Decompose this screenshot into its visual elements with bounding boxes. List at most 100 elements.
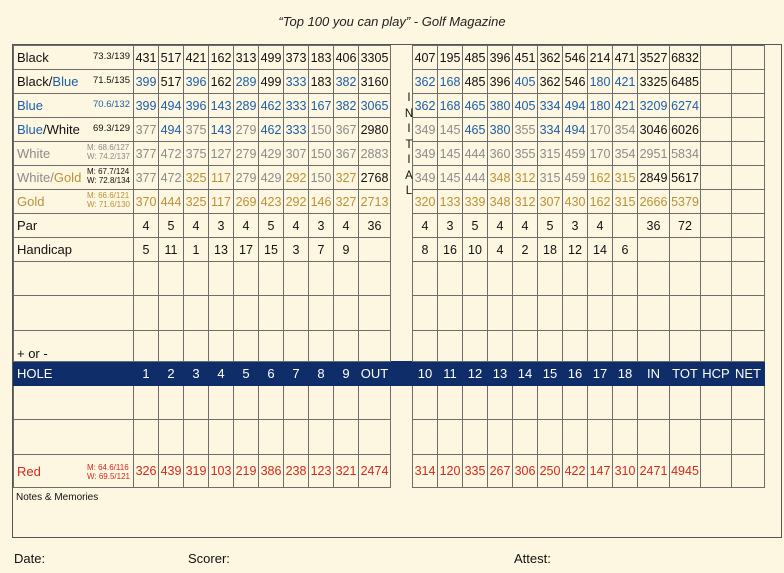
- score-cell[interactable]: [487, 295, 513, 331]
- score-cell[interactable]: [183, 330, 209, 362]
- score-hcp[interactable]: [700, 261, 732, 296]
- score-total[interactable]: [669, 295, 701, 331]
- score-cell[interactable]: [612, 295, 638, 331]
- score-cell[interactable]: [133, 330, 159, 362]
- score-in[interactable]: [637, 330, 670, 362]
- score-total[interactable]: [669, 330, 701, 362]
- score-cell[interactable]: [512, 330, 538, 362]
- score-cell[interactable]: [283, 295, 309, 331]
- score-cell[interactable]: [487, 330, 513, 362]
- score-cell[interactable]: [512, 419, 538, 455]
- score-cell[interactable]: [462, 330, 488, 362]
- score-cell[interactable]: [487, 261, 513, 296]
- score-cell[interactable]: [308, 330, 334, 362]
- initial-cell[interactable]: [390, 330, 413, 362]
- score-cell[interactable]: [537, 419, 563, 455]
- score-cell[interactable]: [587, 261, 613, 296]
- score-cell[interactable]: [158, 330, 184, 362]
- score-cell[interactable]: [512, 261, 538, 296]
- score-cell[interactable]: [612, 385, 638, 420]
- score-cell[interactable]: [258, 261, 284, 296]
- initial-cell[interactable]: [390, 295, 413, 331]
- score-cell[interactable]: [233, 419, 259, 455]
- score-cell[interactable]: [233, 295, 259, 331]
- score-cell[interactable]: [183, 419, 209, 455]
- score-out[interactable]: [358, 261, 391, 296]
- score-cell[interactable]: [308, 385, 334, 420]
- score-cell[interactable]: [587, 419, 613, 455]
- score-cell[interactable]: [462, 419, 488, 455]
- score-cell[interactable]: [258, 385, 284, 420]
- score-cell[interactable]: [562, 330, 588, 362]
- score-cell[interactable]: [308, 261, 334, 296]
- score-net[interactable]: [731, 261, 765, 296]
- initial-cell[interactable]: [390, 419, 413, 455]
- score-cell[interactable]: [283, 330, 309, 362]
- score-cell[interactable]: [587, 385, 613, 420]
- score-cell[interactable]: [437, 295, 463, 331]
- score-cell[interactable]: [487, 385, 513, 420]
- score-out[interactable]: [358, 295, 391, 331]
- score-cell[interactable]: [133, 419, 159, 455]
- score-cell[interactable]: [612, 261, 638, 296]
- score-hcp[interactable]: [700, 385, 732, 420]
- score-cell[interactable]: [233, 330, 259, 362]
- score-cell[interactable]: [158, 261, 184, 296]
- score-net[interactable]: [731, 385, 765, 420]
- score-cell[interactable]: [512, 295, 538, 331]
- score-cell[interactable]: [208, 295, 234, 331]
- score-cell[interactable]: [333, 295, 359, 331]
- score-net[interactable]: [731, 295, 765, 331]
- score-cell[interactable]: [437, 385, 463, 420]
- score-cell[interactable]: [258, 330, 284, 362]
- score-cell[interactable]: [208, 385, 234, 420]
- initial-cell[interactable]: [390, 261, 413, 296]
- score-cell[interactable]: [333, 330, 359, 362]
- score-cell[interactable]: [487, 419, 513, 455]
- score-cell[interactable]: [283, 261, 309, 296]
- score-cell[interactable]: [283, 419, 309, 455]
- score-total[interactable]: [669, 385, 701, 420]
- score-cell[interactable]: [183, 385, 209, 420]
- player-row-label[interactable]: [13, 419, 134, 455]
- score-cell[interactable]: [258, 295, 284, 331]
- score-cell[interactable]: [208, 419, 234, 455]
- score-cell[interactable]: [537, 385, 563, 420]
- score-cell[interactable]: [562, 385, 588, 420]
- score-cell[interactable]: [462, 295, 488, 331]
- score-out[interactable]: [358, 385, 391, 420]
- score-in[interactable]: [637, 261, 670, 296]
- score-cell[interactable]: [412, 295, 438, 331]
- score-hcp[interactable]: [700, 330, 732, 362]
- score-cell[interactable]: [612, 419, 638, 455]
- score-cell[interactable]: [333, 419, 359, 455]
- score-cell[interactable]: [183, 261, 209, 296]
- player-row-label[interactable]: [13, 385, 134, 420]
- score-cell[interactable]: [412, 330, 438, 362]
- score-cell[interactable]: [333, 261, 359, 296]
- score-cell[interactable]: [537, 295, 563, 331]
- score-cell[interactable]: [537, 261, 563, 296]
- score-hcp[interactable]: [700, 295, 732, 331]
- score-cell[interactable]: [612, 330, 638, 362]
- score-total[interactable]: [669, 261, 701, 296]
- player-row-label[interactable]: [13, 295, 134, 331]
- score-cell[interactable]: [587, 330, 613, 362]
- score-cell[interactable]: [283, 385, 309, 420]
- score-out[interactable]: [358, 419, 391, 455]
- score-cell[interactable]: [333, 385, 359, 420]
- score-out[interactable]: [358, 330, 391, 362]
- score-cell[interactable]: [412, 419, 438, 455]
- score-cell[interactable]: [133, 261, 159, 296]
- score-cell[interactable]: [133, 385, 159, 420]
- score-in[interactable]: [637, 419, 670, 455]
- score-cell[interactable]: [233, 385, 259, 420]
- score-net[interactable]: [731, 419, 765, 455]
- score-cell[interactable]: [308, 419, 334, 455]
- score-cell[interactable]: [437, 330, 463, 362]
- score-cell[interactable]: [158, 419, 184, 455]
- score-cell[interactable]: [233, 261, 259, 296]
- initial-cell[interactable]: [390, 385, 413, 420]
- score-total[interactable]: [669, 419, 701, 455]
- player-row-label[interactable]: [13, 261, 134, 296]
